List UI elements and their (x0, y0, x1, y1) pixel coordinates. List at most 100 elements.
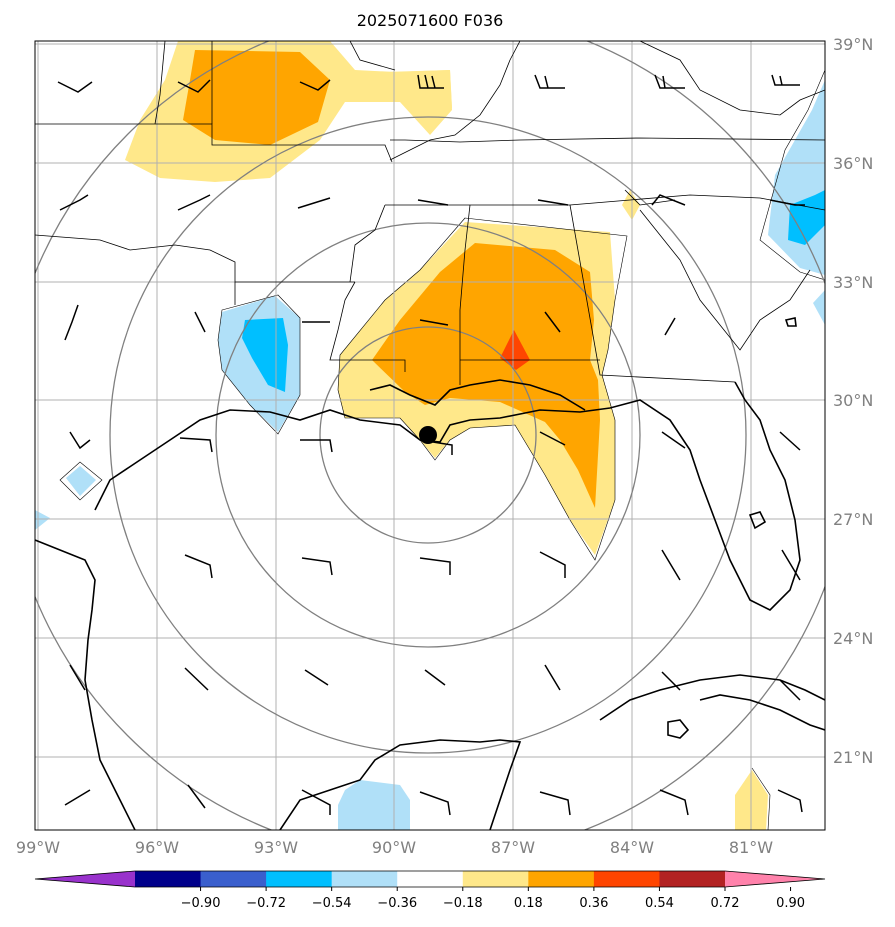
positive-area-small-ne (622, 190, 640, 220)
colorbar-segment (593, 871, 660, 887)
colorbar-tick-label: 0.36 (579, 896, 608, 911)
wind-barb (64, 789, 91, 806)
wind-barb (184, 554, 213, 579)
wind-barb (187, 784, 206, 809)
wind-barb (659, 789, 689, 816)
wind-barb (771, 74, 800, 86)
wind-barb (297, 197, 331, 209)
field-contours (59, 69, 825, 830)
wind-barb (69, 431, 91, 450)
lat-labels: 39°N 36°N 33°N 30°N 27°N 24°N 21°N (833, 35, 873, 767)
wind-barb (301, 557, 333, 576)
lat-label: 36°N (833, 154, 873, 173)
negative-area-left-edge (35, 510, 50, 530)
country-borders (349, 41, 825, 351)
colorbar-segment (528, 871, 595, 887)
wind-barb (664, 317, 676, 336)
colorbar-segment (135, 871, 202, 887)
lon-label: 93°W (254, 838, 298, 857)
negative-area-small-west (66, 466, 96, 496)
colorbar-extend-low (35, 871, 135, 887)
wind-barb (661, 671, 681, 691)
wind-barb (779, 431, 801, 451)
wind-barb (539, 431, 566, 446)
range-rings (35, 41, 825, 830)
wind-barb (304, 669, 329, 686)
lon-label: 99°W (16, 838, 60, 857)
colorbar-extend-high (725, 871, 825, 887)
lat-label: 21°N (833, 748, 873, 767)
colorbar-segment (331, 871, 398, 887)
wind-barb (419, 791, 451, 816)
negative-area-east-mid (788, 190, 825, 245)
wind-barb (417, 74, 444, 89)
state-borders (35, 41, 825, 830)
wind-barb (69, 664, 86, 691)
positive-area-north-mid (183, 50, 330, 145)
colorbar: −0.90 −0.72 −0.54 −0.36 −0.18 0.18 0.36 0.54 0.7… (34, 870, 826, 911)
lon-label: 96°W (135, 838, 179, 857)
colorbar-segment (462, 871, 529, 887)
wind-barb (777, 789, 803, 813)
wind-barb (779, 679, 801, 701)
map-title: 2025071600 F036 (357, 11, 504, 30)
colorbar-tick-label: −0.54 (312, 896, 352, 911)
negative-area-east-low (813, 290, 825, 325)
wind-barb (417, 199, 449, 206)
wind-barb (184, 667, 209, 691)
colorbar-segment (266, 871, 333, 887)
colorbar-tick-label: 0.90 (776, 896, 805, 911)
colorbar-tick-label: 0.54 (645, 896, 674, 911)
wind-barb (64, 304, 79, 341)
lat-label: 30°N (833, 391, 873, 410)
colorbar-segment (397, 871, 464, 887)
lat-label: 24°N (833, 629, 873, 648)
lon-label: 84°W (610, 838, 654, 857)
lon-label: 90°W (372, 838, 416, 857)
wind-barb (544, 311, 561, 333)
wind-barb (539, 551, 566, 578)
colorbar-tick-label: −0.18 (443, 896, 483, 911)
wind-barb (177, 194, 211, 211)
map-frame (34, 40, 826, 831)
negative-area-south (338, 780, 410, 830)
wind-barb (651, 194, 686, 206)
wind-barb (424, 669, 446, 686)
wind-barb (661, 431, 686, 449)
lat-label: 27°N (833, 510, 873, 529)
lon-label: 81°W (729, 838, 773, 857)
positive-area-north-east (385, 70, 452, 118)
wind-barb (301, 789, 331, 815)
wind-barb (534, 74, 565, 89)
lat-label: 33°N (833, 273, 873, 292)
colorbar-segment (200, 871, 267, 887)
wind-barb (300, 439, 333, 453)
wind-barb (59, 194, 89, 211)
lon-labels: 99°W 96°W 93°W 90°W 87°W 84°W 81°W (16, 838, 773, 857)
positive-area-gulf-mid (372, 243, 600, 508)
lon-label: 87°W (491, 838, 535, 857)
map-area (35, 41, 825, 830)
wind-barb (537, 199, 569, 206)
wind-barb (654, 74, 685, 89)
colorbar-outline (34, 870, 826, 888)
wind-barbs (57, 74, 805, 816)
colorbar-tick-label: −0.36 (377, 896, 417, 911)
wind-barb (179, 437, 213, 453)
wind-barb (177, 79, 211, 93)
wind-barb (769, 199, 805, 206)
wind-barb (781, 549, 801, 581)
coastline (35, 317, 825, 830)
wind-barb (419, 319, 449, 326)
wind-barb (194, 311, 206, 333)
colorbar-tick-label: 0.18 (514, 896, 543, 911)
wind-barb (299, 79, 331, 91)
colorbar-tick-label: −0.90 (181, 896, 221, 911)
wind-barb (539, 791, 571, 816)
negative-area-east (768, 80, 825, 275)
colorbar-tick-label: 0.72 (711, 896, 740, 911)
colorbar-segment (659, 871, 726, 887)
wind-barb (419, 557, 451, 575)
colorbar-tick-label: −0.72 (246, 896, 286, 911)
